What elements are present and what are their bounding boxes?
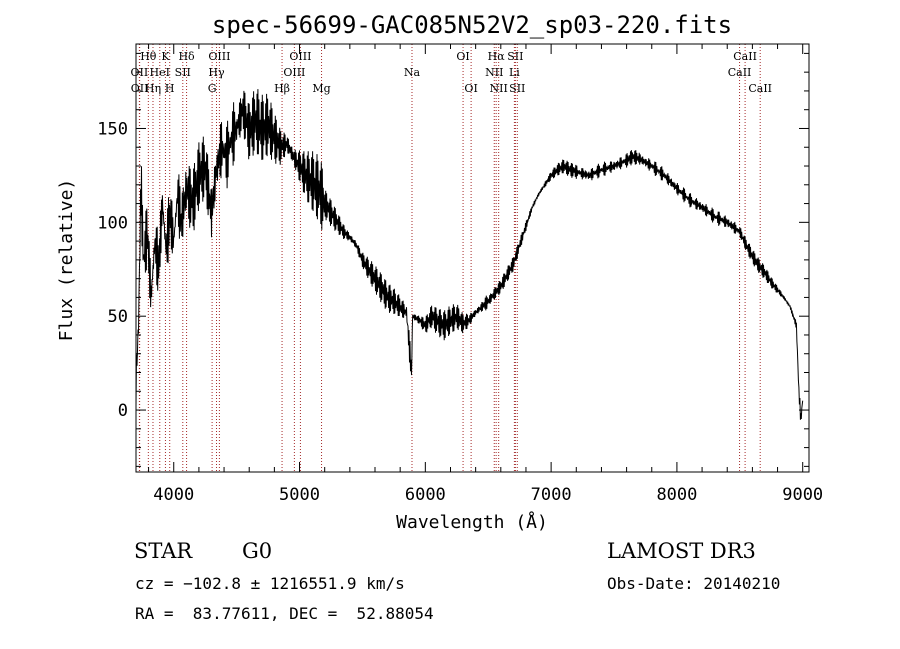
line-label-22: SII — [507, 50, 523, 63]
line-label-12: Hβ — [274, 82, 290, 95]
y-tick-label-1: 50 — [108, 307, 128, 327]
subclass-label: G0 — [242, 539, 273, 563]
y-tick-label-0: 0 — [118, 401, 128, 421]
y-tick-label-3: 150 — [97, 119, 128, 139]
line-label-20: Hα — [488, 50, 506, 63]
line-label-9: OIII — [208, 50, 230, 63]
line-label-13: OIII — [283, 66, 305, 79]
line-label-10: Hγ — [208, 66, 225, 79]
line-label-25: CaII — [728, 66, 752, 79]
spectrum-line-0 — [135, 89, 804, 420]
line-label-2: OII — [131, 82, 149, 95]
x-tick-label-2: 6000 — [405, 485, 446, 505]
line-label-11: G — [208, 82, 217, 95]
line-label-15: Mg — [312, 82, 330, 95]
line-label-21: NII — [490, 82, 508, 95]
line-label-3: Hη — [145, 82, 161, 95]
chart-title: spec-56699-GAC085N52V2_sp03-220.fits — [212, 11, 732, 39]
cz-readout: cz = −102.8 ± 1216551.9 km/s — [135, 574, 405, 593]
x-tick-label-1: 5000 — [279, 485, 320, 505]
line-markers — [138, 44, 761, 472]
plot-frame — [135, 43, 810, 473]
line-label-8: Hδ — [178, 50, 195, 63]
line-label-4: HeI — [150, 66, 170, 79]
line-label-0: Hθ — [140, 50, 157, 63]
x-tick-label-3: 7000 — [531, 485, 572, 505]
y-axis-label: Flux (relative) — [56, 179, 77, 342]
line-label-19: NII — [485, 66, 503, 79]
x-axis-label: Wavelength (Å) — [396, 511, 548, 533]
line-label-16: Na — [404, 66, 421, 79]
line-label-6: H — [165, 82, 175, 95]
class-label: STAR — [134, 539, 193, 563]
line-label-26: CaII — [733, 50, 757, 63]
line-label-27: CaII — [748, 82, 772, 95]
x-tick-label-0: 4000 — [153, 485, 194, 505]
radec-readout: RA = 83.77611, DEC = 52.88054 — [135, 604, 434, 623]
line-label-23: Li — [509, 66, 520, 79]
obs-date-readout: Obs-Date: 20140210 — [607, 574, 781, 593]
line-label-17: OI — [456, 50, 469, 63]
survey-label: LAMOST DR3 — [607, 539, 756, 563]
x-tick-label-4: 8000 — [656, 485, 697, 505]
y-tick-label-2: 100 — [97, 213, 128, 233]
series-layer — [135, 89, 804, 420]
line-label-7: SII — [175, 66, 191, 79]
axis-ticks: 4000 5000 6000 7000 8000 9000 0 50 100 150 — [97, 44, 823, 505]
line-label-18: OI — [464, 82, 477, 95]
spectrum-plot: spec-56699-GAC085N52V2_sp03-220.fits Hθ O… — [56, 11, 823, 533]
line-label-5: K — [161, 50, 170, 63]
line-label-24: SII — [509, 82, 525, 95]
x-tick-label-5: 9000 — [782, 485, 823, 505]
line-label-14: OIII — [289, 50, 311, 63]
